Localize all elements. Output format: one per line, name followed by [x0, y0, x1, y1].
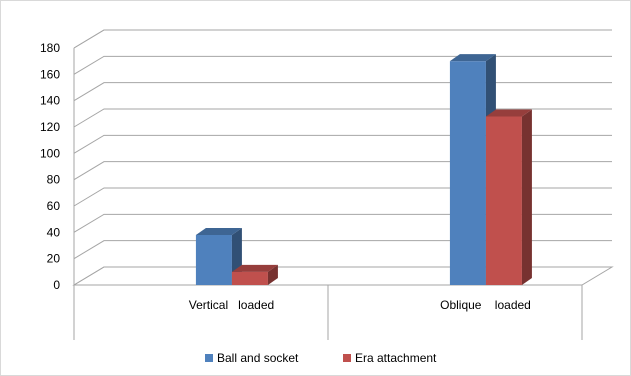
- y-tick-label: 60: [47, 199, 61, 213]
- gridline: [73, 29, 612, 49]
- gridline: [73, 55, 612, 75]
- y-tick-label: 160: [40, 67, 60, 81]
- gridline: [73, 187, 612, 207]
- y-tick-label: 0: [53, 278, 60, 292]
- x-category-label: Vertical loaded: [189, 298, 274, 312]
- bar-0-0: [195, 234, 232, 285]
- y-tick-label: 40: [47, 225, 61, 239]
- back-wall-top-edge: [73, 29, 612, 49]
- y-tick-label: 140: [40, 94, 60, 108]
- bar-1-1: [485, 116, 522, 285]
- gridlines: [73, 29, 612, 286]
- legend-label-1: Era attachment: [355, 351, 437, 365]
- legend: Ball and socket Era attachment: [205, 351, 437, 365]
- gridline: [73, 266, 612, 286]
- bar-top-0-0: [195, 227, 242, 235]
- legend-swatch-0: [205, 354, 213, 362]
- y-tick-label: 120: [40, 120, 60, 134]
- bars: [195, 54, 532, 285]
- y-tick-label: 180: [40, 41, 60, 55]
- y-tick-label: 100: [40, 146, 60, 160]
- bar-1-0: [231, 271, 268, 285]
- bar-top-0-1: [449, 54, 496, 62]
- gridline: [73, 134, 612, 154]
- bar-top-1-1: [485, 109, 532, 117]
- bar-side-1-0: [267, 264, 278, 285]
- legend-label-0: Ball and socket: [217, 351, 299, 365]
- gridline: [73, 240, 612, 260]
- bar-side-1-1: [521, 109, 532, 285]
- y-tick-label: 80: [47, 173, 61, 187]
- bar-top-1-0: [231, 264, 278, 272]
- x-axis-categories: Vertical loaded Oblique loaded: [189, 298, 531, 312]
- legend-swatch-1: [343, 354, 351, 362]
- gridline: [73, 108, 612, 128]
- x-category-label: Oblique loaded: [440, 298, 531, 312]
- gridline: [73, 213, 612, 233]
- y-axis-ticks: 0 20 40 60 80 100 120 140 160 180: [40, 41, 60, 292]
- y-tick-label: 20: [47, 252, 61, 266]
- gridline: [73, 161, 612, 181]
- bar-0-1: [449, 61, 486, 285]
- gridline: [73, 82, 612, 102]
